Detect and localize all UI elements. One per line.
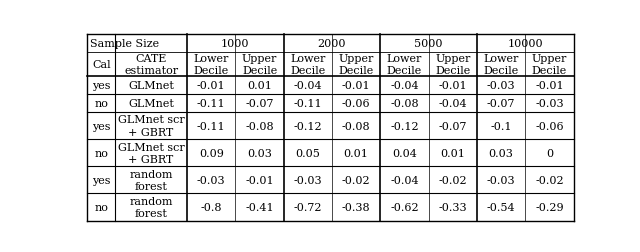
Text: yes: yes bbox=[92, 81, 111, 91]
Text: -0.07: -0.07 bbox=[487, 99, 515, 109]
Text: -0.01: -0.01 bbox=[438, 81, 467, 91]
Text: -0.01: -0.01 bbox=[535, 81, 564, 91]
Text: 0: 0 bbox=[546, 148, 553, 158]
Text: Lower
Decile: Lower Decile bbox=[290, 54, 326, 76]
Text: -0.08: -0.08 bbox=[245, 121, 274, 131]
Text: GLMnet: GLMnet bbox=[128, 99, 174, 109]
Text: -0.29: -0.29 bbox=[535, 202, 564, 212]
Text: -0.04: -0.04 bbox=[390, 175, 419, 185]
Text: -0.12: -0.12 bbox=[390, 121, 419, 131]
Text: -0.04: -0.04 bbox=[390, 81, 419, 91]
Text: Lower
Decile: Lower Decile bbox=[193, 54, 229, 76]
Text: 10000: 10000 bbox=[508, 39, 543, 49]
Text: no: no bbox=[94, 202, 108, 212]
Text: 0.01: 0.01 bbox=[440, 148, 465, 158]
Text: -0.02: -0.02 bbox=[438, 175, 467, 185]
Text: -0.03: -0.03 bbox=[487, 175, 515, 185]
Text: random
forest: random forest bbox=[129, 196, 173, 218]
Text: -0.08: -0.08 bbox=[390, 99, 419, 109]
Text: -0.54: -0.54 bbox=[487, 202, 515, 212]
Text: -0.03: -0.03 bbox=[294, 175, 322, 185]
Text: Sample Size: Sample Size bbox=[90, 39, 159, 49]
Text: GLMnet: GLMnet bbox=[128, 81, 174, 91]
Text: Upper
Decile: Upper Decile bbox=[435, 54, 470, 76]
Text: 0.01: 0.01 bbox=[344, 148, 369, 158]
Text: -0.04: -0.04 bbox=[438, 99, 467, 109]
Text: Lower
Decile: Lower Decile bbox=[483, 54, 519, 76]
Text: no: no bbox=[94, 99, 108, 109]
Text: Cal: Cal bbox=[92, 60, 111, 70]
Text: -0.33: -0.33 bbox=[438, 202, 467, 212]
Text: 0.03: 0.03 bbox=[247, 148, 272, 158]
Text: -0.06: -0.06 bbox=[342, 99, 371, 109]
Text: -0.07: -0.07 bbox=[245, 99, 274, 109]
Text: -0.62: -0.62 bbox=[390, 202, 419, 212]
Text: 0.04: 0.04 bbox=[392, 148, 417, 158]
Text: -0.11: -0.11 bbox=[197, 121, 225, 131]
Text: -0.03: -0.03 bbox=[487, 81, 515, 91]
Text: -0.01: -0.01 bbox=[245, 175, 274, 185]
Text: -0.12: -0.12 bbox=[294, 121, 322, 131]
Text: 0.05: 0.05 bbox=[296, 148, 320, 158]
Text: random
forest: random forest bbox=[129, 169, 173, 191]
Text: -0.04: -0.04 bbox=[294, 81, 322, 91]
Text: 1000: 1000 bbox=[221, 39, 250, 49]
Text: GLMnet scr
+ GBRT: GLMnet scr + GBRT bbox=[118, 142, 184, 164]
Text: -0.08: -0.08 bbox=[342, 121, 371, 131]
Text: -0.11: -0.11 bbox=[294, 99, 322, 109]
Text: Upper
Decile: Upper Decile bbox=[532, 54, 567, 76]
Text: GLMnet scr
+ GBRT: GLMnet scr + GBRT bbox=[118, 115, 184, 137]
Text: -0.07: -0.07 bbox=[438, 121, 467, 131]
Text: -0.02: -0.02 bbox=[535, 175, 564, 185]
Text: yes: yes bbox=[92, 121, 111, 131]
Text: -0.41: -0.41 bbox=[245, 202, 274, 212]
Text: yes: yes bbox=[92, 175, 111, 185]
Text: -0.38: -0.38 bbox=[342, 202, 371, 212]
Text: 0.01: 0.01 bbox=[247, 81, 272, 91]
Text: 2000: 2000 bbox=[317, 39, 346, 49]
Text: 0.03: 0.03 bbox=[488, 148, 513, 158]
Text: -0.03: -0.03 bbox=[197, 175, 225, 185]
Text: CATE
estimator: CATE estimator bbox=[124, 54, 178, 76]
Text: Upper
Decile: Upper Decile bbox=[242, 54, 277, 76]
Text: -0.01: -0.01 bbox=[342, 81, 371, 91]
Text: Upper
Decile: Upper Decile bbox=[339, 54, 374, 76]
Text: -0.01: -0.01 bbox=[197, 81, 225, 91]
Text: 5000: 5000 bbox=[414, 39, 443, 49]
Text: 0.09: 0.09 bbox=[199, 148, 223, 158]
Text: -0.8: -0.8 bbox=[200, 202, 222, 212]
Text: no: no bbox=[94, 148, 108, 158]
Text: -0.06: -0.06 bbox=[535, 121, 564, 131]
Text: -0.72: -0.72 bbox=[294, 202, 322, 212]
Text: -0.11: -0.11 bbox=[197, 99, 225, 109]
Text: -0.02: -0.02 bbox=[342, 175, 371, 185]
Text: Lower
Decile: Lower Decile bbox=[387, 54, 422, 76]
Text: -0.1: -0.1 bbox=[490, 121, 512, 131]
Text: -0.03: -0.03 bbox=[535, 99, 564, 109]
